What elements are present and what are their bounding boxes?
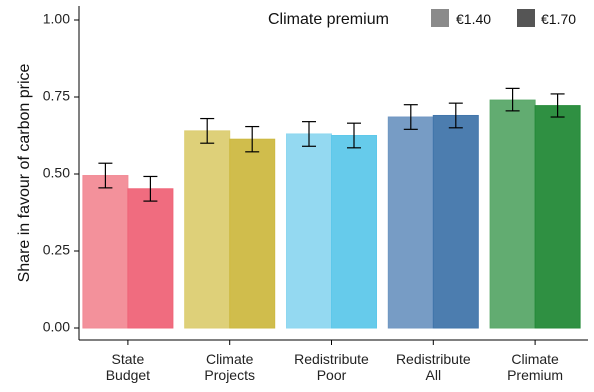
y-tick-label: 0.00 [43, 319, 70, 335]
x-tick-label: Climate Projects [204, 351, 255, 383]
x-tick-label-line: Projects [204, 367, 255, 383]
x-tick-label-line: Poor [317, 367, 347, 383]
legend: Climate premium €1.40 €1.70 [268, 9, 576, 28]
x-tick-label: State Budget [106, 351, 150, 383]
x-tick-label-line: Redistribute [396, 351, 471, 367]
legend-swatch-2 [517, 9, 535, 27]
bar [229, 138, 276, 329]
y-tick-label: 1.00 [43, 11, 70, 27]
bar [489, 99, 536, 329]
x-tick-label-line: All [426, 367, 442, 383]
bar [127, 188, 174, 329]
bar [184, 130, 231, 329]
legend-label-1: €1.40 [456, 11, 491, 27]
x-tick-label-line: Climate [206, 351, 254, 367]
y-ticks: 0.00 0.25 0.50 0.75 1.00 [43, 11, 79, 335]
legend-swatch-1 [431, 9, 449, 27]
bar [534, 105, 581, 329]
x-tick-label-line: Climate [511, 351, 559, 367]
x-tick-label-line: Premium [507, 367, 563, 383]
bar [432, 114, 479, 329]
bar [387, 116, 434, 329]
y-axis-title: Share in favour of carbon price [16, 64, 33, 283]
axes [78, 6, 588, 341]
y-tick-label: 0.75 [43, 88, 70, 104]
x-tick-label: Redistribute Poor [294, 351, 369, 383]
legend-label-2: €1.70 [541, 11, 576, 27]
y-tick-label: 0.25 [43, 242, 70, 258]
x-tick-label-line: State [112, 351, 145, 367]
x-tick-label-line: Budget [106, 367, 150, 383]
bar [331, 135, 377, 329]
x-tick-label: Redistribute All [396, 351, 471, 383]
x-tick-label-line: Redistribute [294, 351, 369, 367]
legend-title: Climate premium [268, 11, 389, 28]
y-tick-label: 0.50 [43, 165, 70, 181]
error-bars [98, 87, 565, 202]
x-tick-label: Climate Premium [507, 351, 563, 383]
bar [286, 133, 332, 329]
bars [82, 99, 581, 329]
bar [82, 175, 129, 329]
